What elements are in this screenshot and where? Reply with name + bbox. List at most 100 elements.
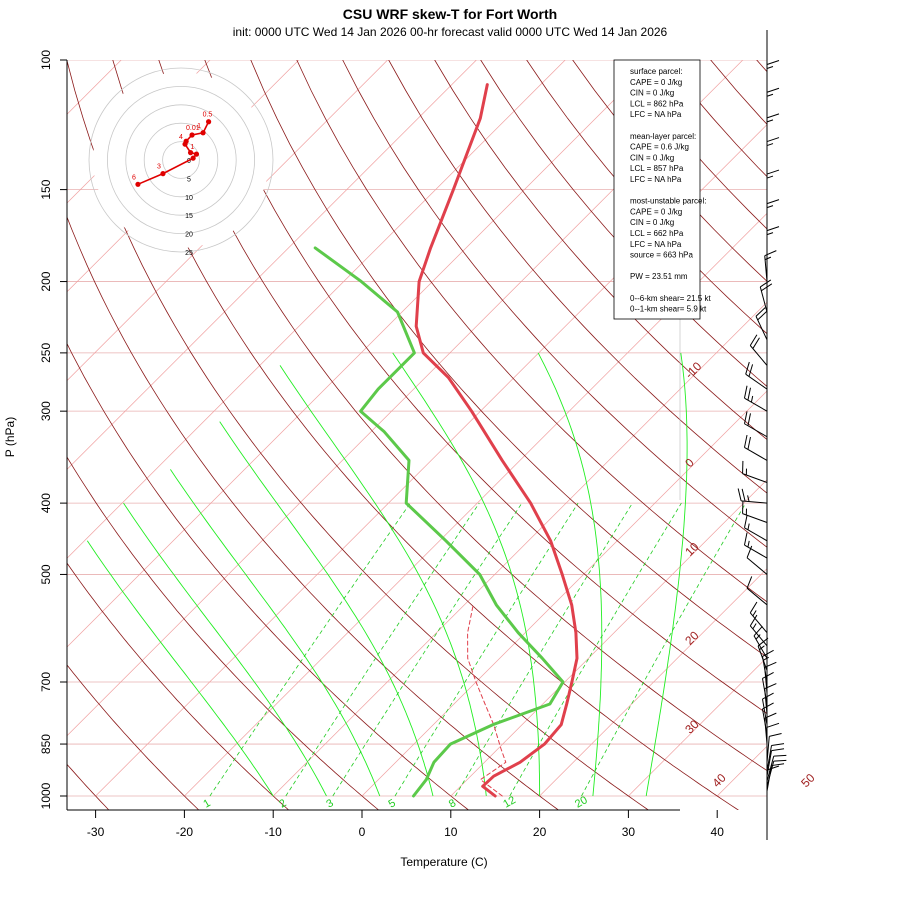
isotherm-line	[272, 301, 767, 797]
hodograph-ring	[162, 141, 200, 179]
stats-line: most-unstable parcel:	[630, 197, 706, 206]
barb-feather	[766, 765, 780, 771]
barb-staff	[766, 761, 775, 787]
x-tick-label: 10	[444, 825, 458, 839]
barb-half-feather	[752, 623, 757, 630]
hodograph-point	[190, 155, 196, 161]
dry-adiabat	[818, 26, 900, 811]
stats-line: LCL = 862 hPa	[630, 99, 684, 108]
wind-barb	[743, 385, 768, 412]
hodograph-ring-label: 20	[185, 232, 193, 239]
mixing-ratio-line	[209, 502, 411, 797]
wind-barb	[766, 759, 787, 787]
wind-barb	[766, 754, 787, 782]
dry-adiabat	[342, 60, 767, 548]
hodograph-point-label: 6	[132, 174, 136, 181]
wind-barb	[743, 434, 768, 461]
dry-adiabat	[480, 60, 767, 387]
barb-feather	[757, 637, 769, 647]
dry-adiabat	[863, 26, 900, 811]
isotherm-line	[0, 0, 15, 796]
dry-adiabat	[67, 562, 290, 810]
barb-feather	[766, 113, 780, 119]
barb-staff	[749, 345, 768, 366]
barb-half-feather	[766, 65, 774, 69]
wind-barb	[749, 601, 768, 634]
x-tick-label: -10	[265, 825, 283, 839]
barb-feather	[761, 283, 773, 292]
stats-line: LFC = NA hPa	[630, 175, 682, 184]
hodograph-point	[193, 151, 200, 157]
barb-feather	[741, 488, 746, 502]
barb-feather	[773, 759, 787, 762]
barb-half-feather	[747, 495, 750, 502]
x-tick-label: 0	[359, 825, 366, 839]
wind-barb	[764, 712, 777, 745]
isotherm-line	[806, 0, 900, 796]
y-tick-label: 150	[39, 179, 53, 199]
dry-adiabat	[158, 60, 767, 772]
barb-staff	[742, 513, 768, 523]
hodograph-ring-label: 25	[185, 250, 193, 257]
hodograph-ring-label: 5	[187, 176, 191, 183]
y-axis-label: P (hPa)	[3, 417, 17, 457]
hodograph-point	[183, 138, 189, 144]
barb-half-feather	[766, 93, 774, 97]
mixing-ratio-label: 8	[447, 797, 458, 810]
mixing-ratio-label: 20	[573, 794, 590, 811]
wind-barb	[737, 488, 768, 504]
hodograph-ring	[107, 86, 255, 234]
mixing-ratio-label: 5	[387, 797, 398, 810]
barb-feather	[749, 334, 758, 346]
stats-line: 0--6-km shear= 21.5 kt	[630, 294, 711, 303]
hodograph-background	[93, 72, 269, 248]
barb-feather	[743, 532, 748, 546]
isotherm-line	[184, 212, 767, 797]
y-tick-label: 850	[39, 734, 53, 754]
moist-adiabat	[537, 352, 603, 797]
wind-barb	[753, 625, 768, 659]
barb-feather	[747, 413, 751, 426]
moist-adiabat	[86, 540, 274, 797]
barb-feather	[745, 361, 750, 375]
hodograph-point	[160, 171, 166, 177]
barb-staff	[755, 316, 768, 341]
isotherm-line	[95, 124, 767, 797]
barb-feather	[743, 515, 748, 528]
barb-half-feather	[766, 143, 774, 147]
isotherm-line	[450, 479, 767, 797]
stats-line: source = 663 hPa	[630, 251, 693, 260]
hodograph-ring	[125, 104, 237, 216]
y-tick-label: 500	[39, 564, 53, 584]
barb-feather	[737, 488, 742, 501]
barb-feather	[771, 743, 785, 746]
barb-feather	[753, 625, 763, 637]
hodograph-point	[187, 150, 194, 156]
isotherm-line	[361, 390, 767, 797]
barb-feather	[747, 387, 751, 401]
dry-adiabat	[388, 60, 767, 494]
hodograph-trace	[137, 121, 210, 186]
stats-line: LCL = 857 hPa	[630, 164, 684, 173]
isotherm-label: -10	[682, 359, 704, 381]
y-tick-label: 700	[39, 672, 53, 692]
hodograph-point-label: 3	[157, 164, 161, 171]
dry-adiabat	[756, 60, 767, 73]
wind-barb	[764, 250, 777, 282]
chart-title: CSU WRF skew-T for Fort Worth	[342, 6, 558, 22]
y-tick-label: 100	[39, 50, 53, 70]
dry-adiabat	[67, 60, 650, 810]
hodograph-point-label: 0.5	[203, 112, 213, 119]
dry-adiabat	[250, 60, 767, 658]
barb-half-feather	[759, 645, 765, 651]
x-tick-label: -30	[87, 825, 105, 839]
wind-barb	[766, 87, 780, 119]
x-tick-label: 40	[711, 825, 725, 839]
stats-box-frame	[613, 59, 701, 320]
barb-feather	[759, 279, 772, 288]
wind-barb	[766, 113, 780, 144]
dry-adiabat	[572, 60, 767, 282]
stats-line: LCL = 662 hPa	[630, 229, 684, 238]
dry-adiabat	[67, 342, 470, 810]
hodograph-point	[206, 119, 212, 125]
